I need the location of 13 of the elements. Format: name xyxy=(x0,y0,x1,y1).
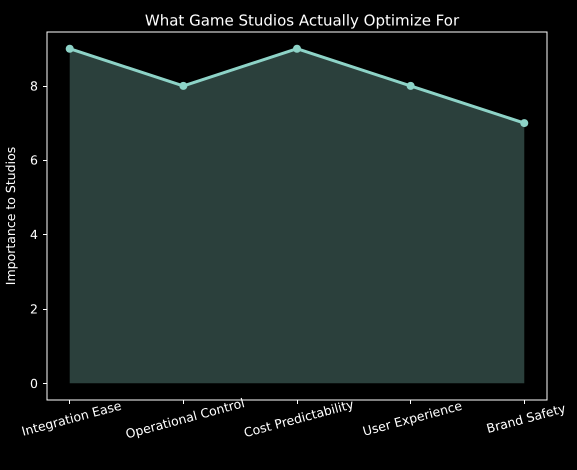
y-tick-label: 2 xyxy=(30,301,38,316)
x-tick-label: Brand Safety xyxy=(484,400,568,436)
y-tick-label: 8 xyxy=(30,78,38,94)
y-tick-label: 4 xyxy=(30,227,38,242)
point xyxy=(179,82,188,90)
y-axis-title: Importance to Studios xyxy=(3,146,18,286)
y-tick-label: 0 xyxy=(30,376,38,391)
point xyxy=(293,44,301,53)
point xyxy=(66,44,74,53)
y-tick-label: 6 xyxy=(30,152,38,168)
point xyxy=(406,82,415,90)
point xyxy=(520,119,528,128)
chart-title: What Game Studios Actually Optimize For xyxy=(144,12,460,30)
